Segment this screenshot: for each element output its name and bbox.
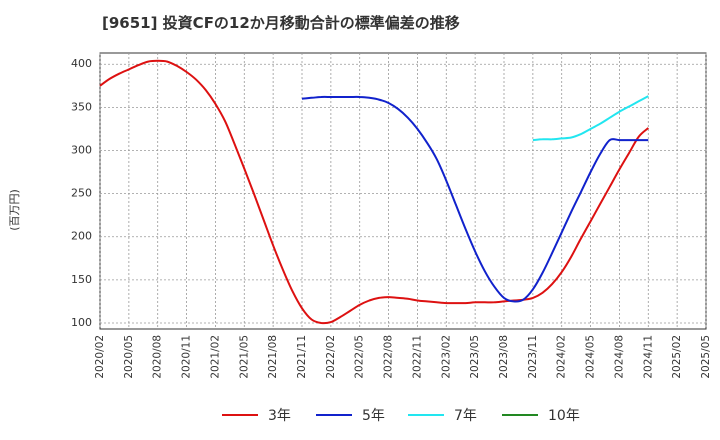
- y-tick-label: 150: [71, 273, 92, 286]
- x-tick-labels: 2020/02 2020/05 2020/08 2020/11 2021/02 2021/…: [94, 335, 712, 379]
- x-tick-label: 2021/08: [267, 335, 279, 379]
- x-tick-label: 2024/11: [642, 335, 654, 379]
- x-tick-label: 2023/05: [469, 335, 481, 379]
- x-tick-label: 2024/08: [613, 335, 625, 379]
- y-tick-label: 350: [71, 100, 92, 113]
- x-tick-label: 2020/05: [123, 335, 135, 379]
- x-tick-label: 2024/02: [556, 335, 568, 379]
- legend-swatch-10y: [502, 414, 538, 416]
- y-tick-label: 300: [71, 143, 92, 156]
- series-line-1: [301, 95, 649, 303]
- series-line-0: [99, 59, 649, 325]
- x-tick-label: 2024/05: [585, 335, 597, 379]
- y-tick-label: 400: [71, 57, 92, 70]
- x-tick-label: 2022/05: [354, 335, 366, 379]
- y-tick-label: 100: [71, 316, 92, 329]
- x-tick-label: 2025/02: [671, 335, 683, 379]
- x-tick-label: 2022/08: [383, 335, 395, 379]
- x-tick-label: 2023/11: [527, 335, 539, 379]
- x-tick-label: 2025/05: [700, 335, 712, 379]
- legend-swatch-5y: [316, 414, 352, 416]
- y-tick-label: 200: [71, 230, 92, 243]
- legend-item-7y: 7年: [408, 404, 477, 426]
- legend-label-3y: 3年: [268, 408, 291, 424]
- x-tick-label: 2020/11: [181, 335, 193, 379]
- x-tick-label: 2021/05: [238, 335, 250, 379]
- x-tick-label: 2022/02: [325, 335, 337, 379]
- legend-label-10y: 10年: [548, 408, 580, 424]
- legend-item-5y: 5年: [316, 404, 385, 426]
- x-tick-label: 2021/02: [209, 335, 221, 379]
- legend-label-7y: 7年: [454, 408, 477, 424]
- chart-title: [9651] 投資CFの12か月移動合計の標準偏差の推移: [102, 14, 460, 32]
- y-tick-labels: 100 150 200 250 300 350 400: [71, 57, 92, 329]
- x-tick-label: 2021/11: [296, 335, 308, 379]
- legend-item-10y: 10年: [502, 404, 580, 426]
- plot-area: [99, 52, 707, 330]
- x-tick-label: 2022/11: [411, 335, 423, 379]
- legend: 3年 5年 7年 10年: [0, 404, 720, 426]
- legend-swatch-7y: [408, 414, 444, 416]
- x-tick-label: 2020/02: [94, 335, 106, 379]
- series-line-2: [532, 95, 649, 142]
- x-tick-label: 2023/08: [498, 335, 510, 379]
- legend-item-3y: 3年: [222, 404, 291, 426]
- x-tick-label: 2020/08: [152, 335, 164, 379]
- x-tick-label: 2023/02: [440, 335, 452, 379]
- y-tick-label: 250: [71, 187, 92, 200]
- series-lines: [99, 59, 649, 325]
- legend-label-5y: 5年: [362, 408, 385, 424]
- legend-swatch-3y: [222, 414, 258, 416]
